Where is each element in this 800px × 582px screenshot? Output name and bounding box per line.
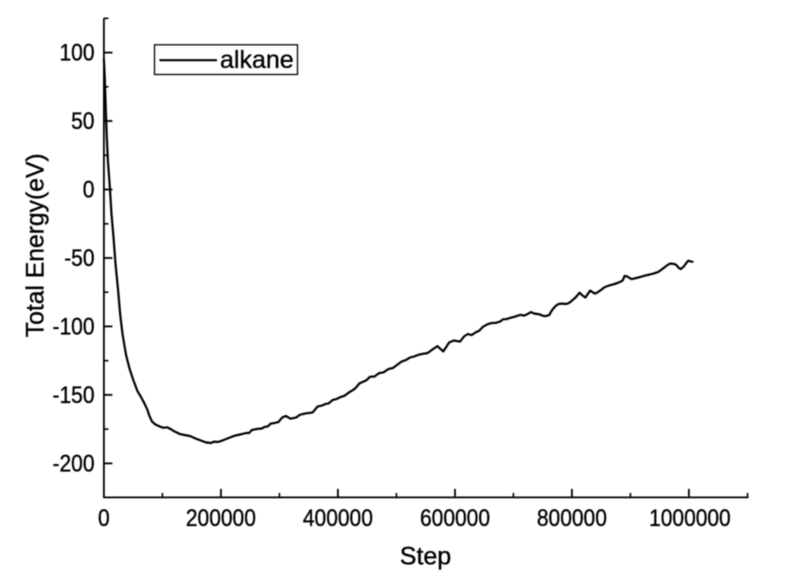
svg-text:100: 100 [60, 41, 95, 67]
svg-text:alkane: alkane [220, 46, 294, 74]
svg-text:200000: 200000 [186, 506, 256, 532]
svg-text:400000: 400000 [303, 506, 373, 532]
svg-text:-50: -50 [64, 246, 94, 272]
svg-text:-150: -150 [53, 383, 95, 409]
svg-text:Total Energy(eV): Total Energy(eV) [22, 153, 49, 337]
svg-text:50: 50 [71, 109, 94, 135]
svg-text:-100: -100 [53, 315, 95, 341]
svg-text:-200: -200 [53, 452, 95, 478]
svg-text:800000: 800000 [537, 506, 607, 532]
svg-text:Step: Step [400, 542, 451, 570]
svg-text:600000: 600000 [420, 506, 490, 532]
svg-text:0: 0 [98, 506, 110, 532]
svg-text:0: 0 [83, 178, 95, 204]
svg-text:1000000: 1000000 [649, 506, 731, 532]
